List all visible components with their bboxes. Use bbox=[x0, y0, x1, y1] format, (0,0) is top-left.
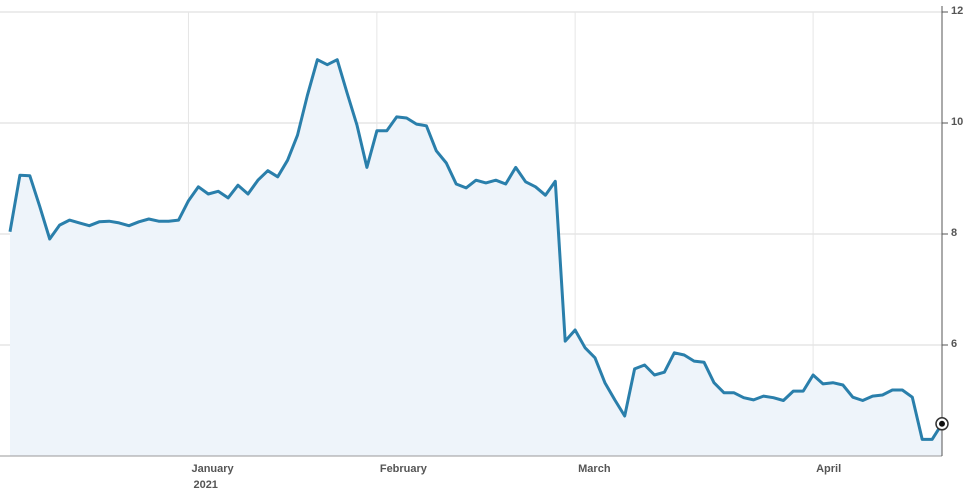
y-tick-label: 12 bbox=[951, 5, 963, 17]
x-tick-label: March bbox=[578, 463, 611, 475]
y-tick-label: 8 bbox=[951, 227, 957, 239]
last-point-dot bbox=[939, 420, 945, 427]
x-tick-label: January bbox=[191, 463, 234, 475]
x-tick-label: April bbox=[816, 463, 841, 475]
year-label: 2021 bbox=[193, 479, 217, 491]
area bbox=[10, 59, 942, 456]
y-tick-label: 10 bbox=[951, 116, 963, 128]
y-tick-label: 6 bbox=[951, 338, 957, 350]
line bbox=[8, 58, 944, 441]
x-tick-label: February bbox=[380, 463, 428, 475]
